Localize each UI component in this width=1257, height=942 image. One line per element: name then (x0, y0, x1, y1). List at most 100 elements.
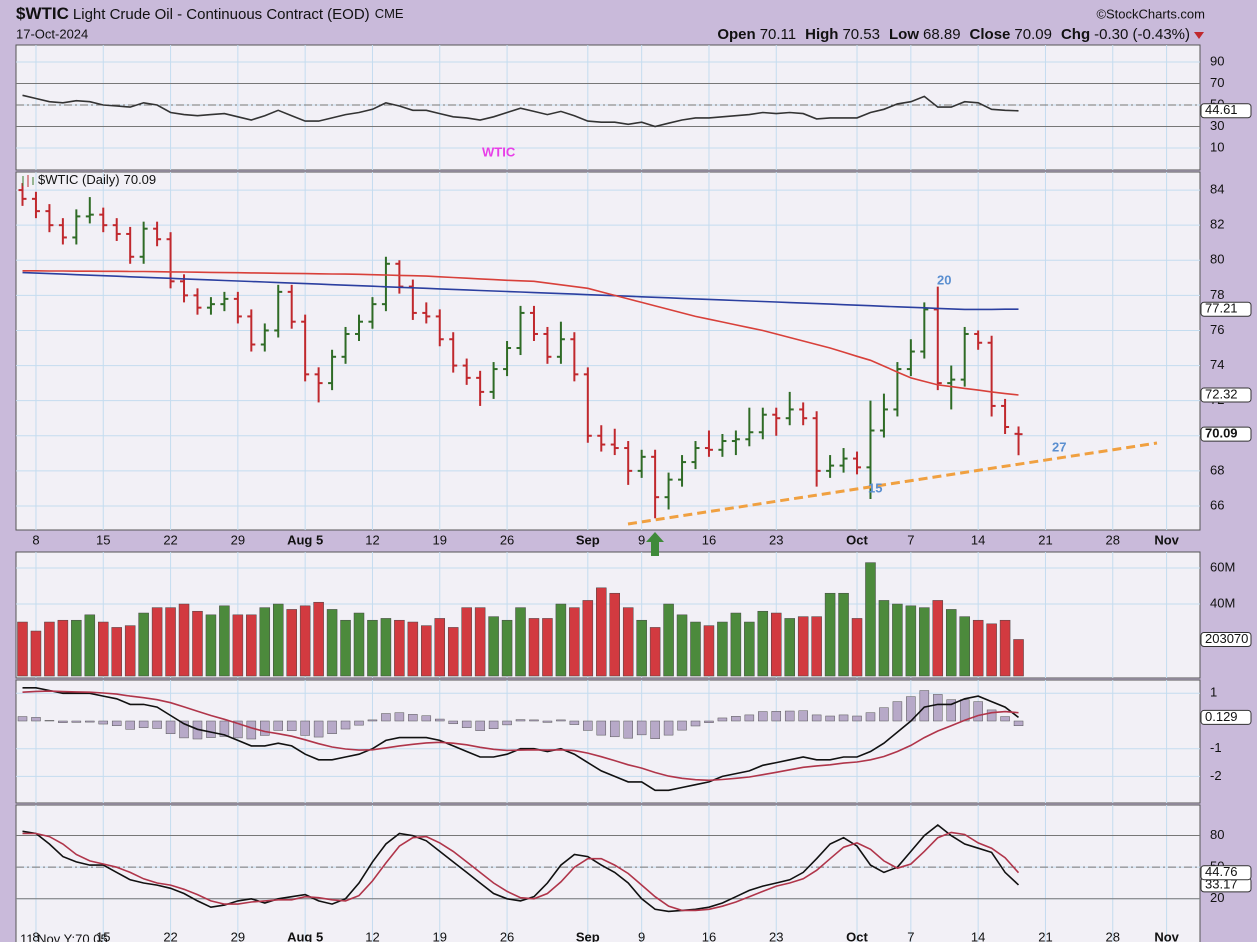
quote-label: Close (970, 26, 1011, 43)
histogram-bar (515, 719, 526, 722)
histogram-bar (623, 720, 633, 739)
volume-bar (972, 619, 984, 677)
x-tick-label: 16 (702, 532, 716, 547)
value-tag-box (1200, 426, 1252, 442)
histogram-bar (367, 719, 378, 722)
legend-icon (22, 175, 34, 187)
x-tick-label: 12 (365, 929, 379, 942)
volume-bar (555, 603, 567, 677)
indicator-line (22, 94, 1019, 128)
volume-bar (744, 621, 755, 677)
value-tag: 44.76 (1205, 864, 1238, 879)
y-tick-label: 76 (1210, 322, 1224, 337)
volume-bar (192, 610, 203, 677)
y-tick-label: 60M (1210, 559, 1235, 574)
histogram-bar (233, 720, 243, 739)
histogram-bar (636, 720, 647, 736)
histogram-bar (71, 720, 82, 723)
x-tick-label: 29 (231, 929, 245, 942)
volume-bar (959, 616, 970, 677)
annotation: WTIC (482, 144, 516, 159)
quote-value: 68.89 (923, 26, 961, 43)
histogram-bar (609, 720, 620, 738)
exchange: CME (375, 6, 404, 21)
volume-bar (649, 627, 661, 677)
histogram-bar (206, 720, 216, 738)
x-tick-label: Aug 5 (287, 929, 323, 942)
histogram-bar (475, 720, 485, 731)
legend-label: $WTIC (Daily) (38, 172, 120, 187)
x-tick-label: 15 (96, 929, 110, 942)
volume-bar (838, 592, 849, 677)
value-tag-box (1200, 865, 1252, 881)
volume-bar (57, 619, 69, 677)
x-tick-label: 26 (500, 929, 514, 942)
histogram-bar (731, 716, 741, 722)
histogram-bar (152, 720, 162, 729)
quote-value: -0.30 (-0.43%) (1094, 26, 1190, 43)
x-tick-label: 23 (769, 929, 783, 942)
histogram-bar (461, 720, 472, 728)
volume-bar (84, 614, 96, 677)
volume-bar (609, 592, 620, 677)
x-tick-label: 15 (96, 532, 110, 547)
histogram-bar (354, 720, 364, 726)
x-tick-label: 7 (907, 929, 914, 942)
histogram-bar (717, 717, 728, 722)
volume-bar (569, 607, 580, 677)
value-tag-box (1200, 103, 1252, 119)
volume-bar (1013, 639, 1024, 677)
volume-bar (394, 619, 405, 677)
histogram-bar (946, 699, 956, 722)
x-tick-label: 9 (638, 532, 645, 547)
price-panel (15, 171, 1201, 531)
volume-bar (784, 618, 795, 677)
volume-bar (851, 618, 863, 677)
annotation: 15 (868, 480, 882, 495)
volume-bar (582, 600, 594, 677)
x-tick-label: 29 (231, 532, 245, 547)
change-arrow (1194, 32, 1204, 39)
histogram-bar (811, 714, 822, 722)
y-tick-label: 10 (1210, 139, 1224, 154)
volume-bar (999, 619, 1011, 677)
value-tag-box (1200, 301, 1252, 317)
volume-bar (690, 621, 701, 677)
volume-bar (44, 621, 55, 677)
annotation: 20 (937, 272, 951, 287)
volume-bar (757, 610, 769, 677)
histogram-bar (381, 713, 391, 722)
x-tick-label: 28 (1106, 532, 1120, 547)
value-tag: 44.61 (1205, 102, 1238, 117)
symbol: $WTIC (16, 4, 69, 23)
volume-bar (124, 625, 136, 677)
x-tick-label: Sep (576, 532, 600, 547)
volume-bar (892, 603, 903, 677)
value-tag: 203070 (1205, 631, 1248, 646)
histogram-bar (408, 714, 418, 722)
volume-bar (178, 603, 190, 677)
volume-bar (246, 614, 257, 677)
y-tick-label: -2 (1210, 768, 1222, 783)
x-tick-label: Aug 5 (287, 532, 323, 547)
y-tick-label: 1 (1210, 685, 1217, 700)
volume-bar (717, 621, 728, 677)
histogram-bar (98, 720, 109, 725)
histogram-bar (260, 720, 270, 736)
histogram-bar (85, 720, 95, 723)
histogram-bar (865, 712, 876, 722)
indicator-line (22, 271, 1019, 311)
volume-bar (986, 623, 997, 677)
y-tick-label: 84 (1210, 182, 1224, 197)
y-tick-label: 80 (1210, 252, 1224, 267)
volume-bar (488, 616, 499, 677)
volume-bar (878, 600, 890, 677)
indicator-line (22, 690, 1019, 782)
x-tick-label: 28 (1106, 929, 1120, 942)
x-tick-label: 19 (433, 532, 447, 547)
volume-bar (98, 621, 109, 677)
histogram-bar (556, 719, 566, 722)
volume-bar (219, 605, 230, 677)
x-tick-label: Sep (576, 929, 600, 942)
volume-bar (340, 619, 351, 677)
